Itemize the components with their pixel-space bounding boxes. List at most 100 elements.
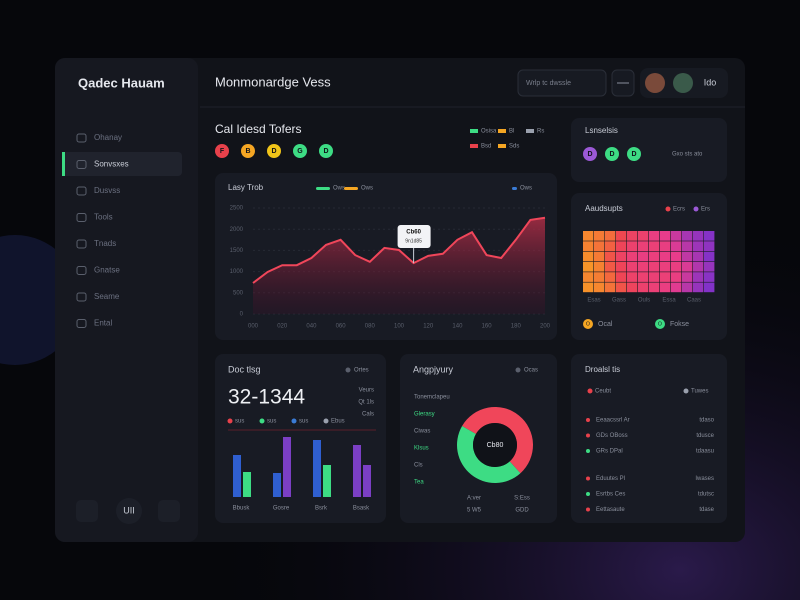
avatar[interactable] bbox=[645, 73, 665, 93]
heat-cell bbox=[583, 251, 594, 262]
heat-cell bbox=[594, 261, 605, 272]
row-value: Iwases bbox=[695, 476, 714, 482]
x-tick-label: 060 bbox=[336, 324, 347, 330]
row-label: GDs OBoss bbox=[596, 433, 628, 439]
nav-icon bbox=[76, 186, 87, 196]
label: Cls bbox=[414, 463, 423, 469]
nav-item[interactable]: Dusvss bbox=[94, 186, 120, 195]
heat-cell bbox=[594, 231, 605, 241]
bar bbox=[313, 440, 321, 497]
label: Ebus bbox=[331, 419, 345, 425]
heat-cell bbox=[627, 261, 638, 272]
card-title: Lasy Trob bbox=[228, 183, 264, 192]
row-value: tdusce bbox=[696, 433, 714, 439]
heat-cell bbox=[594, 251, 605, 262]
heat-cell bbox=[616, 251, 627, 262]
bar bbox=[323, 465, 331, 497]
label: Ocal bbox=[598, 321, 613, 328]
heat-cell bbox=[594, 282, 605, 293]
label: sus bbox=[235, 419, 244, 425]
heat-cell bbox=[583, 272, 594, 282]
label: Fokse bbox=[670, 321, 689, 328]
legend-dot bbox=[227, 418, 233, 424]
heat-cell bbox=[638, 261, 649, 272]
row-value: tdase bbox=[699, 507, 714, 513]
heat-cell bbox=[660, 241, 671, 251]
heat-cell bbox=[616, 231, 627, 241]
badge-dot bbox=[345, 367, 351, 373]
row-dot bbox=[586, 433, 590, 438]
area-fill bbox=[253, 217, 545, 314]
nav-icon bbox=[76, 266, 87, 275]
card-title: Droalsl tis bbox=[585, 365, 620, 374]
item-icon bbox=[583, 319, 593, 329]
sidebar-button[interactable] bbox=[116, 498, 142, 524]
heat-cell bbox=[638, 282, 649, 293]
heat-cell bbox=[671, 241, 682, 251]
heat-cell bbox=[638, 231, 649, 241]
heat-cell bbox=[682, 251, 693, 262]
page-title: Monmonardge Vess bbox=[215, 74, 331, 89]
row-dot bbox=[586, 492, 590, 496]
row-dot bbox=[586, 449, 590, 453]
nav-item[interactable]: Sonvsxes bbox=[94, 160, 129, 169]
label: Ows bbox=[520, 186, 532, 192]
label: Ows bbox=[361, 186, 373, 192]
nav-item[interactable]: Seame bbox=[94, 292, 120, 301]
card-title: Angpjyury bbox=[413, 364, 454, 374]
avatar[interactable] bbox=[673, 73, 693, 93]
badge bbox=[241, 144, 255, 158]
heat-cell bbox=[660, 282, 671, 293]
heat-cell bbox=[616, 272, 627, 282]
heat-cell bbox=[605, 282, 616, 293]
nav-item[interactable]: Ental bbox=[94, 319, 112, 328]
label: sus bbox=[267, 419, 276, 425]
heat-cell bbox=[583, 282, 594, 293]
sidebar-button[interactable] bbox=[76, 500, 98, 522]
label: Sds bbox=[509, 144, 519, 150]
heat-cell bbox=[627, 251, 638, 262]
badge bbox=[267, 144, 281, 158]
badge bbox=[605, 147, 619, 161]
heat-cell bbox=[638, 272, 649, 282]
row-label: Eeaacssrl Ar bbox=[596, 418, 630, 424]
legend-dot bbox=[665, 206, 671, 212]
y-tick-label: 1000 bbox=[230, 269, 244, 275]
row-dot bbox=[586, 418, 590, 422]
badge-letter: D bbox=[609, 151, 614, 158]
nav-item[interactable]: Tnads bbox=[94, 239, 116, 248]
button-label: UII bbox=[123, 505, 135, 515]
heat-cell bbox=[682, 231, 693, 241]
nav-item[interactable]: Tools bbox=[94, 213, 113, 222]
badge bbox=[215, 144, 229, 158]
tooltip bbox=[397, 225, 431, 248]
label: Qt 1ls bbox=[358, 400, 374, 406]
row-label: Eduutes Pl bbox=[596, 476, 625, 482]
badge bbox=[583, 147, 597, 161]
heat-cell bbox=[704, 251, 715, 262]
label: Veurs bbox=[359, 388, 374, 394]
label: Rs bbox=[537, 129, 544, 135]
nav-item[interactable]: Ohanay bbox=[94, 133, 122, 142]
label: Ers bbox=[701, 207, 710, 213]
sidebar-button[interactable] bbox=[158, 500, 180, 522]
heat-cell bbox=[616, 282, 627, 293]
label: GDD bbox=[515, 508, 529, 514]
legend-swatch bbox=[498, 129, 506, 133]
donut-segment bbox=[457, 426, 521, 483]
x-tick-label: Caas bbox=[687, 298, 701, 304]
legend-dot bbox=[587, 388, 593, 394]
heat-cell bbox=[693, 241, 704, 251]
heat-cell bbox=[627, 282, 638, 293]
active-item-bg bbox=[62, 152, 182, 176]
heat-cell bbox=[594, 241, 605, 251]
badge-letter: D bbox=[631, 151, 636, 158]
area-line bbox=[252, 216, 546, 284]
nav-item[interactable]: Gnatse bbox=[94, 266, 120, 275]
stats-card bbox=[215, 354, 386, 523]
label: A:ver bbox=[467, 496, 481, 502]
donut-center: Cb80 bbox=[487, 442, 504, 449]
item-icon bbox=[655, 319, 665, 329]
search-box[interactable] bbox=[517, 69, 607, 97]
